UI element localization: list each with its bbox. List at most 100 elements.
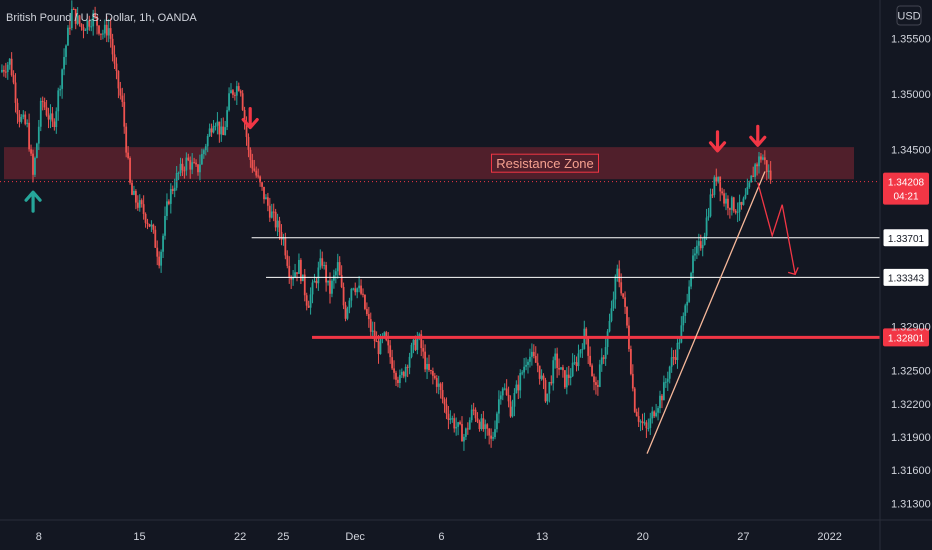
candle-body: [16, 102, 19, 115]
candle-body: [101, 33, 104, 35]
candle-body: [472, 409, 475, 411]
candle-body: [177, 172, 180, 174]
candle-body: [356, 288, 359, 293]
candle-body: [608, 320, 611, 332]
candle-body: [688, 286, 691, 302]
candle-body: [127, 152, 130, 158]
candle-body: [150, 224, 153, 227]
candle-body: [540, 375, 543, 379]
candle-body: [575, 362, 578, 367]
candle-body: [542, 375, 545, 381]
candle-body: [278, 220, 281, 233]
candle-body: [445, 404, 448, 414]
candle-body: [294, 272, 296, 278]
level-label-box: [883, 328, 929, 347]
candle-body: [90, 26, 93, 28]
zone-layer: Resistance Zone: [4, 147, 854, 180]
candle-body: [538, 365, 541, 379]
candle-body: [138, 200, 141, 208]
candle-body: [263, 186, 265, 200]
currency-label: USD: [897, 11, 920, 23]
candle-body: [550, 382, 553, 384]
candle-body: [94, 13, 97, 17]
time-tick-label: Dec: [345, 531, 365, 543]
candle-body: [571, 362, 574, 377]
candle-body: [226, 110, 229, 128]
candle-body: [276, 220, 279, 228]
candle-body: [484, 424, 487, 430]
candle-body: [560, 367, 562, 370]
candle-body: [404, 366, 407, 377]
candle-body: [72, 8, 75, 10]
candle-body: [243, 109, 246, 122]
candle-body: [761, 157, 764, 160]
candle-body: [298, 260, 300, 274]
candle-body: [332, 275, 335, 281]
projection-arrowhead: [787, 267, 799, 276]
resistance-zone-label: Resistance Zone: [496, 156, 594, 171]
candle-body: [602, 357, 605, 359]
candle-body: [55, 111, 58, 128]
candle-body: [218, 121, 221, 135]
candle-body: [173, 187, 176, 191]
price-tick-label: 1.32200: [891, 399, 931, 411]
candle-body: [290, 277, 293, 280]
candle-body: [441, 390, 444, 400]
candle-body: [497, 399, 500, 414]
candle-body: [649, 418, 652, 428]
candle-body: [637, 416, 640, 422]
candle-body: [284, 237, 287, 256]
candle-body: [202, 150, 205, 155]
candle-body: [204, 146, 207, 151]
candle-body: [86, 20, 89, 30]
candle-body: [134, 190, 137, 203]
candle-body: [591, 365, 593, 377]
candle-body: [461, 424, 463, 442]
candle-body: [214, 125, 217, 127]
candle-body: [253, 168, 256, 171]
candle-body: [666, 378, 669, 382]
candle-body: [171, 189, 174, 191]
candle-body: [738, 202, 741, 212]
candle-body: [32, 153, 34, 175]
candle-body: [699, 241, 702, 249]
candle-body: [686, 301, 689, 306]
candle-body: [323, 265, 326, 267]
candle-body: [189, 160, 192, 170]
candle-body: [144, 213, 147, 223]
candle-body: [346, 308, 349, 319]
candle-body: [616, 268, 619, 277]
resistance-zone: [4, 147, 854, 180]
candle-body: [412, 339, 415, 345]
candle-body: [641, 421, 644, 424]
candle-body: [449, 418, 452, 420]
candle-body: [662, 382, 665, 401]
price-tick-label: 1.31900: [891, 432, 931, 444]
candle-body: [28, 122, 31, 150]
candle-body: [247, 136, 250, 150]
candle-body: [486, 424, 489, 429]
currency-button[interactable]: USD: [896, 5, 922, 26]
candle-body: [317, 267, 320, 284]
candle-body: [92, 13, 95, 27]
candle-body: [208, 128, 211, 137]
candle-body: [624, 297, 626, 307]
candle-body: [1, 69, 3, 72]
candle-body: [468, 420, 471, 430]
candle-body: [179, 163, 182, 173]
candle-body: [362, 293, 364, 295]
candle-body: [195, 162, 197, 165]
candle-body: [705, 217, 708, 236]
candle-body: [26, 122, 29, 124]
candle-body: [4, 71, 7, 73]
candle-body: [606, 331, 609, 348]
candle-body: [643, 422, 646, 424]
candle-body: [577, 353, 580, 367]
candle-body: [391, 357, 394, 369]
candle-body: [113, 54, 116, 64]
candle-body: [377, 341, 380, 355]
candle-body: [49, 113, 52, 120]
candle-body: [674, 357, 677, 360]
